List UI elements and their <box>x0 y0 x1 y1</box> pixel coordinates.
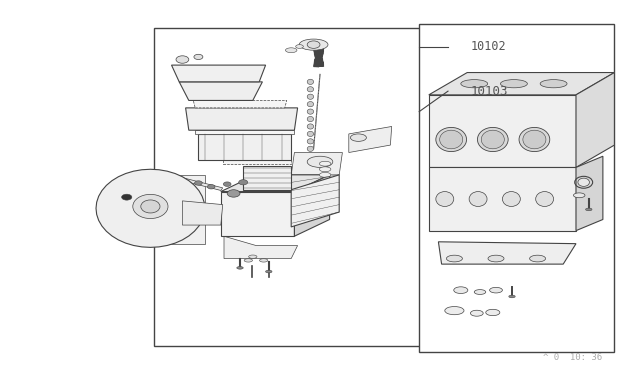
Circle shape <box>207 185 215 189</box>
Ellipse shape <box>249 255 257 259</box>
Ellipse shape <box>445 307 464 315</box>
Ellipse shape <box>307 94 314 99</box>
Ellipse shape <box>307 79 314 84</box>
Ellipse shape <box>307 146 314 151</box>
Ellipse shape <box>307 156 333 167</box>
Ellipse shape <box>573 193 585 198</box>
Bar <box>419 24 614 352</box>
Ellipse shape <box>436 127 467 152</box>
Ellipse shape <box>307 139 314 144</box>
Ellipse shape <box>319 173 331 177</box>
Circle shape <box>223 182 231 186</box>
Ellipse shape <box>474 289 486 295</box>
Polygon shape <box>243 166 291 190</box>
Polygon shape <box>294 175 330 236</box>
Ellipse shape <box>469 192 487 206</box>
Ellipse shape <box>319 161 331 166</box>
Circle shape <box>176 56 189 63</box>
Text: 10102: 10102 <box>470 40 506 53</box>
Bar <box>154 28 448 346</box>
Ellipse shape <box>440 130 463 149</box>
Ellipse shape <box>447 255 463 262</box>
Circle shape <box>194 54 203 60</box>
Ellipse shape <box>307 87 314 92</box>
Ellipse shape <box>237 266 243 269</box>
Ellipse shape <box>488 255 504 262</box>
Polygon shape <box>349 126 392 153</box>
Polygon shape <box>224 236 298 259</box>
Polygon shape <box>172 65 266 82</box>
Ellipse shape <box>490 287 502 293</box>
Polygon shape <box>157 175 205 244</box>
Ellipse shape <box>296 45 303 48</box>
Polygon shape <box>438 242 576 264</box>
Polygon shape <box>223 160 291 164</box>
Polygon shape <box>429 95 576 167</box>
Polygon shape <box>221 192 294 236</box>
Polygon shape <box>182 201 223 225</box>
Ellipse shape <box>523 130 546 149</box>
Ellipse shape <box>509 295 515 298</box>
Ellipse shape <box>285 48 297 53</box>
Ellipse shape <box>307 124 314 129</box>
Circle shape <box>307 41 320 48</box>
Polygon shape <box>198 134 291 160</box>
Ellipse shape <box>244 259 253 262</box>
Ellipse shape <box>481 130 504 149</box>
Ellipse shape <box>470 310 483 316</box>
Polygon shape <box>179 82 262 100</box>
Polygon shape <box>96 169 205 247</box>
Ellipse shape <box>486 310 500 315</box>
Polygon shape <box>193 100 287 108</box>
Ellipse shape <box>502 192 520 206</box>
Ellipse shape <box>540 80 567 88</box>
Ellipse shape <box>307 102 314 107</box>
Text: ^ 0  10: 36: ^ 0 10: 36 <box>543 353 602 362</box>
Ellipse shape <box>519 127 550 152</box>
Polygon shape <box>221 175 330 192</box>
Ellipse shape <box>578 178 589 186</box>
Polygon shape <box>171 175 223 190</box>
Ellipse shape <box>319 167 331 172</box>
Text: 10103: 10103 <box>470 85 508 97</box>
Polygon shape <box>429 73 614 95</box>
Ellipse shape <box>133 194 168 219</box>
Ellipse shape <box>307 109 314 114</box>
Polygon shape <box>291 175 339 227</box>
Polygon shape <box>429 167 576 231</box>
Ellipse shape <box>500 80 527 88</box>
Ellipse shape <box>586 208 592 211</box>
Ellipse shape <box>141 200 160 213</box>
Polygon shape <box>195 130 294 134</box>
Circle shape <box>239 180 248 185</box>
Polygon shape <box>576 73 614 167</box>
Ellipse shape <box>454 287 468 294</box>
Ellipse shape <box>266 270 272 273</box>
Ellipse shape <box>461 80 488 88</box>
Polygon shape <box>291 153 342 175</box>
Ellipse shape <box>300 39 328 50</box>
Ellipse shape <box>307 116 314 122</box>
Polygon shape <box>186 108 298 130</box>
Polygon shape <box>576 156 603 231</box>
Ellipse shape <box>536 192 554 206</box>
Circle shape <box>195 181 202 185</box>
Ellipse shape <box>477 127 508 152</box>
Ellipse shape <box>260 259 268 262</box>
Circle shape <box>227 190 240 197</box>
Ellipse shape <box>307 131 314 137</box>
Circle shape <box>122 194 132 200</box>
Ellipse shape <box>530 255 545 262</box>
Ellipse shape <box>351 134 367 141</box>
Ellipse shape <box>436 192 454 206</box>
